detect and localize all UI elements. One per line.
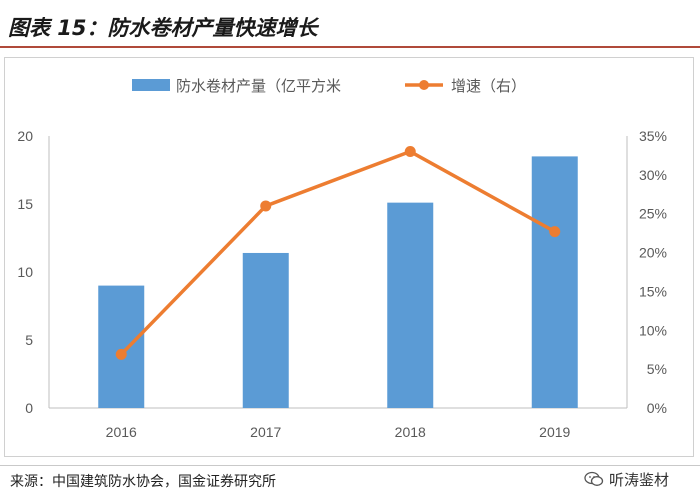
left-tick-label: 15 — [17, 196, 33, 212]
x-tick-label: 2017 — [250, 424, 281, 440]
legend-bar-label: 防水卷材产量（亿平方米 — [176, 77, 341, 95]
wechat-icon — [584, 471, 604, 487]
legend-line-label: 增速（右） — [451, 77, 526, 95]
growth-point-2019 — [549, 226, 561, 238]
bar-2016 — [98, 285, 145, 408]
right-tick-label: 5% — [647, 361, 667, 377]
right-tick-label: 30% — [639, 167, 667, 183]
source-note: 来源：中国建筑防水协会，国金证券研究所 — [10, 474, 276, 490]
growth-point-2016 — [115, 348, 127, 360]
watermark: 听涛鉴材 — [584, 467, 669, 491]
growth-point-2017 — [260, 200, 272, 212]
growth-point-2018 — [404, 146, 416, 158]
x-tick-label: 2016 — [106, 424, 137, 440]
right-tick-label: 35% — [639, 128, 667, 144]
figure-title: 图表 15：防水卷材产量快速增长 — [8, 16, 318, 40]
bar-2017 — [242, 252, 289, 408]
watermark-text: 听涛鉴材 — [609, 470, 670, 489]
right-tick-label: 15% — [639, 283, 667, 299]
legend-bar-swatch — [132, 79, 170, 91]
bar-2018 — [387, 202, 434, 408]
x-tick-label: 2018 — [395, 424, 426, 440]
legend-line-marker — [419, 80, 429, 90]
x-tick-label: 2019 — [539, 424, 570, 440]
combo-chart: 0 5 10 15 20 0% 5% 10% 15% 20% 25% 30% 35% 2016 2017 20… — [17, 77, 667, 440]
source-rule — [0, 465, 700, 466]
left-tick-label: 5 — [25, 332, 33, 348]
left-tick-label: 0 — [25, 400, 33, 416]
right-tick-label: 20% — [639, 245, 667, 261]
left-tick-label: 20 — [17, 128, 33, 144]
right-tick-label: 25% — [639, 206, 667, 222]
right-tick-label: 0% — [647, 400, 667, 416]
left-tick-label: 10 — [17, 264, 33, 280]
right-tick-label: 10% — [639, 322, 667, 338]
bar-2019 — [531, 156, 578, 408]
growth-line — [119, 149, 556, 356]
title-rule — [0, 46, 700, 48]
chart-frame: 0 5 10 15 20 0% 5% 10% 15% 20% 25% 30% 35% 2016 2017 20… — [4, 57, 694, 457]
